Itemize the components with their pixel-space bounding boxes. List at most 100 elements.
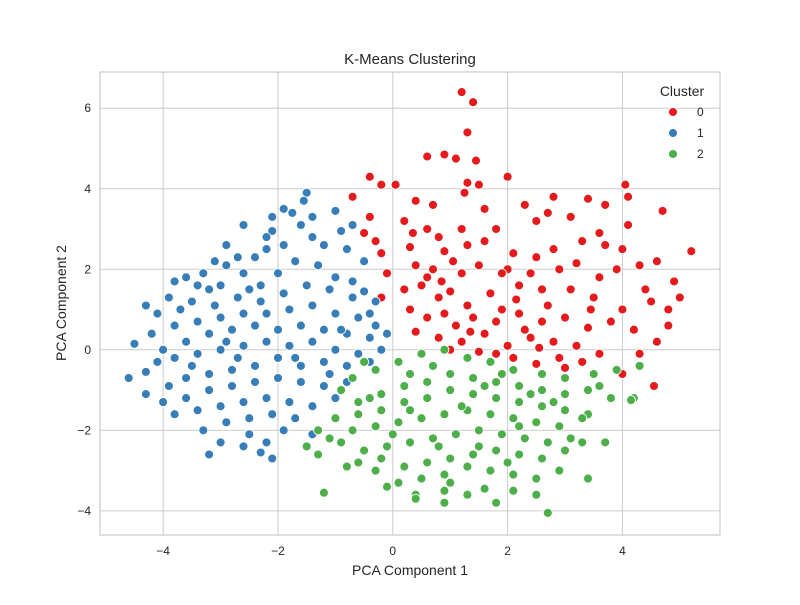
cluster-0-point <box>480 204 489 213</box>
cluster-1-point <box>262 337 271 346</box>
cluster-1-point <box>176 305 185 314</box>
cluster-2-point <box>383 442 392 451</box>
cluster-0-point <box>400 285 409 294</box>
cluster-0-point <box>601 241 610 250</box>
cluster-0-point <box>503 172 512 181</box>
cluster-1-point <box>216 313 225 322</box>
cluster-1-point <box>291 257 300 266</box>
cluster-0-point <box>474 347 483 356</box>
cluster-1-point <box>141 301 150 310</box>
y-tick-label: 4 <box>84 182 91 196</box>
cluster-2-point <box>451 430 460 439</box>
cluster-1-point <box>256 448 265 457</box>
cluster-2-point <box>509 365 518 374</box>
cluster-0-point <box>595 273 604 282</box>
cluster-0-point <box>675 293 684 302</box>
cluster-2-point <box>543 508 552 517</box>
cluster-2-point <box>515 382 524 391</box>
cluster-1-point <box>331 206 340 215</box>
cluster-0-point <box>460 188 469 197</box>
cluster-0-point <box>472 156 481 165</box>
cluster-0-point <box>584 194 593 203</box>
cluster-1-point <box>193 349 202 358</box>
cluster-0-point <box>589 293 598 302</box>
cluster-0-point <box>578 357 587 366</box>
cluster-1-point <box>239 221 248 230</box>
cluster-0-point <box>572 259 581 268</box>
cluster-0-point <box>606 317 615 326</box>
cluster-0-point <box>586 305 595 314</box>
cluster-2-point <box>463 490 472 499</box>
cluster-1-point <box>222 241 231 250</box>
cluster-2-point <box>515 398 524 407</box>
cluster-0-point <box>492 317 501 326</box>
y-axis-label: PCA Component 2 <box>53 245 69 361</box>
cluster-1-point <box>314 261 323 270</box>
cluster-2-point <box>538 402 547 411</box>
cluster-1-point <box>331 394 340 403</box>
cluster-0-point <box>652 257 661 266</box>
cluster-0-point <box>466 327 475 336</box>
cluster-0-point <box>457 225 466 234</box>
cluster-1-point <box>147 329 156 338</box>
cluster-0-point <box>434 233 443 242</box>
cluster-1-point <box>130 339 139 348</box>
cluster-0-point <box>641 285 650 294</box>
cluster-0-point <box>348 192 357 201</box>
cluster-0-point <box>469 313 478 322</box>
cluster-0-point <box>400 217 409 226</box>
cluster-0-point <box>515 281 524 290</box>
cluster-1-point <box>193 317 202 326</box>
cluster-1-point <box>274 353 283 362</box>
x-tick-label: 4 <box>619 544 626 558</box>
cluster-2-point <box>325 434 334 443</box>
y-tick-label: −4 <box>77 504 91 518</box>
cluster-2-point <box>394 418 403 427</box>
cluster-2-point <box>509 414 518 423</box>
cluster-2-point <box>486 466 495 475</box>
cluster-0-point <box>543 208 552 217</box>
cluster-2-point <box>538 386 547 395</box>
cluster-0-point <box>520 325 529 334</box>
cluster-0-point <box>624 221 633 230</box>
cluster-2-point <box>434 442 443 451</box>
cluster-1-point <box>153 309 162 318</box>
cluster-1-point <box>182 273 191 282</box>
cluster-1-point <box>279 204 288 213</box>
cluster-0-point <box>463 128 472 137</box>
cluster-1-point <box>383 329 392 338</box>
cluster-1-point <box>319 382 328 391</box>
cluster-1-point <box>205 450 214 459</box>
cluster-1-point <box>251 321 260 330</box>
y-tick-label: 0 <box>84 343 91 357</box>
cluster-1-point <box>228 325 237 334</box>
cluster-2-point <box>400 462 409 471</box>
cluster-1-point <box>279 289 288 298</box>
cluster-0-point <box>377 180 386 189</box>
cluster-1-point <box>233 293 242 302</box>
cluster-0-point <box>526 269 535 278</box>
cluster-0-point <box>555 353 564 362</box>
cluster-2-point <box>377 454 386 463</box>
x-axis-label: PCA Component 1 <box>352 562 468 578</box>
cluster-2-point <box>509 486 518 495</box>
cluster-0-point <box>457 269 466 278</box>
legend-marker-1 <box>669 129 678 138</box>
cluster-0-point <box>457 88 466 97</box>
cluster-2-point <box>440 470 449 479</box>
cluster-0-point <box>480 237 489 246</box>
cluster-0-point <box>650 382 659 391</box>
cluster-2-point <box>394 478 403 487</box>
cluster-2-point <box>440 410 449 419</box>
cluster-1-point <box>251 378 260 387</box>
cluster-2-point <box>423 378 432 387</box>
cluster-0-point <box>457 337 466 346</box>
cluster-0-point <box>411 261 420 270</box>
cluster-1-point <box>279 426 288 435</box>
cluster-1-point <box>331 309 340 318</box>
cluster-2-point <box>429 361 438 370</box>
cluster-2-point <box>463 462 472 471</box>
cluster-1-point <box>233 253 242 262</box>
cluster-2-point <box>606 394 615 403</box>
cluster-2-point <box>302 442 311 451</box>
